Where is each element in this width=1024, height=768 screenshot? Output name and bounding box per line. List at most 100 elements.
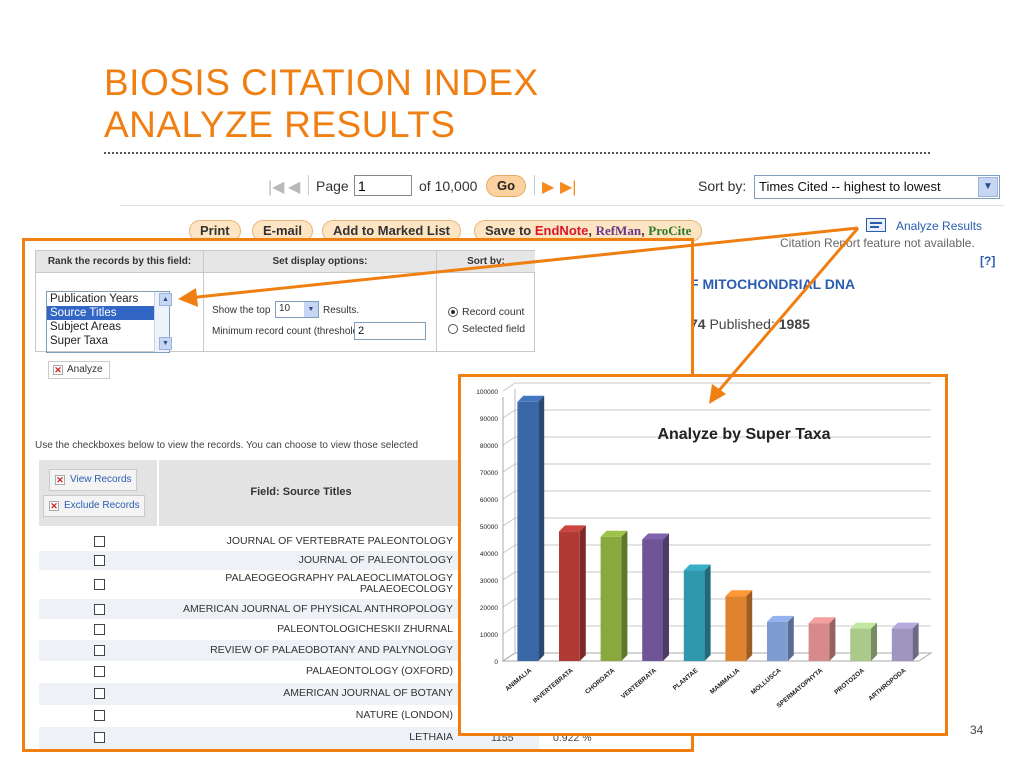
bar — [850, 628, 871, 661]
bar-side — [829, 617, 836, 661]
bar-top — [725, 590, 753, 597]
analyze-button[interactable]: ✕ Analyze — [48, 361, 110, 379]
view-records-label: View Records — [70, 474, 132, 485]
row-source-title: JOURNAL OF VERTEBRATE PALEONTOLOGY — [226, 535, 453, 547]
bar — [517, 401, 539, 661]
row-source-title-line1: PALAEOGEOGRAPHY PALAEOCLIMATOLOGY — [225, 572, 453, 584]
row-checkbox[interactable] — [94, 688, 105, 699]
bar-side — [746, 590, 753, 661]
row-source-title: AMERICAN JOURNAL OF PHYSICAL ANTHROPOLOG… — [183, 603, 453, 615]
table-row: NATURE (LONDON) — [39, 705, 539, 727]
row-source-title: PALAEOGEOGRAPHY PALAEOCLIMATOLOGY PALAEO… — [225, 573, 453, 595]
bar-top — [600, 530, 628, 537]
field-option-super-taxa[interactable]: Super Taxa — [50, 335, 108, 347]
record-meta-year: 1985 — [778, 316, 810, 332]
gridline-depth — [502, 436, 516, 446]
row-checkbox[interactable] — [94, 666, 105, 677]
y-tick-label: 0 — [494, 659, 498, 666]
gridline-depth — [502, 598, 516, 608]
bar-side — [579, 525, 586, 661]
scroll-down-icon[interactable]: ▼ — [159, 337, 172, 350]
table-row: AMERICAN JOURNAL OF BOTANY — [39, 683, 539, 705]
gridline-depth — [502, 625, 516, 635]
scroll-up-icon[interactable]: ▲ — [159, 293, 172, 306]
close-icon: ✕ — [53, 365, 63, 375]
bar-side — [704, 564, 711, 661]
bar-top — [559, 525, 586, 532]
y-tick-label: 10000 — [480, 632, 498, 639]
bar-top — [517, 395, 545, 402]
close-icon: ✕ — [55, 475, 65, 485]
record-title[interactable]: F MITOCHONDRIAL DNA — [690, 276, 856, 292]
previous-page-icon[interactable]: ◀ — [288, 179, 301, 196]
exclude-records-button[interactable]: ✕ Exclude Records — [43, 495, 145, 517]
row-checkbox[interactable] — [94, 604, 105, 615]
threshold-input[interactable] — [354, 322, 426, 340]
field-option-subject-areas[interactable]: Subject Areas — [50, 321, 121, 333]
row-source-title: REVIEW OF PALAEOBOTANY AND PALYNOLOGY — [210, 644, 453, 656]
row-checkbox[interactable] — [94, 555, 105, 566]
rank-field-cell: Publication Years Source Titles Subject … — [36, 273, 204, 353]
bar — [808, 623, 830, 661]
bar — [891, 628, 913, 661]
gridline-depth — [502, 382, 516, 392]
show-top-label: Show the top — [212, 305, 271, 316]
row-checkbox[interactable] — [94, 732, 105, 743]
row-checkbox[interactable] — [94, 710, 105, 721]
row-source-title: NATURE (LONDON) — [355, 709, 453, 721]
go-button[interactable]: Go — [486, 175, 526, 197]
records-instructions: Use the checkboxes below to view the rec… — [35, 440, 419, 451]
radio-record-count[interactable] — [448, 307, 458, 317]
sort-select[interactable]: Times Cited -- highest to lowest ▼ — [754, 175, 1000, 199]
radio-selected-field[interactable] — [448, 324, 458, 334]
help-link[interactable]: [?] — [980, 254, 996, 268]
show-top-select[interactable]: 10 ▼ — [275, 301, 319, 318]
row-checkbox[interactable] — [94, 579, 105, 590]
exclude-records-label: Exclude Records — [64, 500, 140, 511]
field-option-publication-years[interactable]: Publication Years — [50, 293, 139, 305]
row-checkbox[interactable] — [94, 536, 105, 547]
bar — [559, 531, 580, 661]
bar-side — [871, 622, 877, 661]
citation-report-note: Citation Report feature not available. — [780, 236, 975, 250]
table-row: AMERICAN JOURNAL OF PHYSICAL ANTHROPOLOG… — [39, 599, 539, 619]
field-column-header: Field: Source Titles — [250, 486, 352, 498]
listbox-scrollbar[interactable]: ▲ ▼ — [154, 292, 172, 352]
bar-side — [912, 622, 919, 661]
radio-record-count-label: Record count — [462, 306, 525, 318]
y-tick-label: 80000 — [480, 443, 498, 450]
chevron-down-icon[interactable]: ▼ — [978, 177, 998, 197]
first-page-icon[interactable]: |◀ — [268, 179, 285, 196]
min-count-label: Minimum record count (threshold): — [212, 326, 365, 337]
radio-selected-field-label: Selected field — [462, 323, 526, 335]
page-number-input[interactable] — [354, 175, 412, 196]
y-tick-label: 50000 — [480, 524, 498, 531]
procite-label: ProCite — [648, 223, 692, 238]
view-records-button[interactable]: ✕ View Records — [49, 469, 137, 491]
gridline-depth — [502, 490, 516, 500]
record-meta: 74 Published: 1985 — [690, 316, 810, 332]
y-tick-label: 40000 — [480, 551, 498, 558]
chevron-down-icon[interactable]: ▼ — [304, 302, 318, 317]
pager-bar: |◀ ◀ Page of 10,000 Go ▶ ▶| Sort by: Tim… — [120, 170, 1004, 206]
row-checkbox[interactable] — [94, 624, 105, 635]
bar-chart: 0 10000 20000 30000 40000 50000 60000 70000 8000… — [476, 382, 933, 710]
analyze-results-link[interactable]: Analyze Results — [896, 219, 983, 233]
sort-by-header: Sort by: — [437, 251, 535, 273]
bar — [642, 539, 663, 661]
analyze-results-icon[interactable] — [866, 218, 886, 232]
slide-title: BIOSIS CITATION INDEX ANALYZE RESULTS — [104, 62, 539, 146]
bar-side — [621, 530, 628, 661]
last-page-icon[interactable]: ▶| — [560, 179, 577, 196]
results-label: Results. — [323, 305, 360, 316]
records-table-header: ✕ View Records ✕ Exclude Records Field: … — [39, 460, 539, 526]
field-listbox[interactable]: Publication Years Source Titles Subject … — [46, 291, 172, 353]
bar-top — [642, 533, 669, 540]
x-tick-label: CHORDATA — [584, 667, 616, 696]
next-page-icon[interactable]: ▶ — [542, 179, 555, 196]
bar-top — [850, 622, 877, 629]
row-checkbox[interactable] — [94, 645, 105, 656]
bar — [725, 596, 747, 661]
field-option-source-titles[interactable]: Source Titles — [47, 306, 169, 320]
row-source-title-line2: PALAEOECOLOGY — [359, 583, 453, 595]
